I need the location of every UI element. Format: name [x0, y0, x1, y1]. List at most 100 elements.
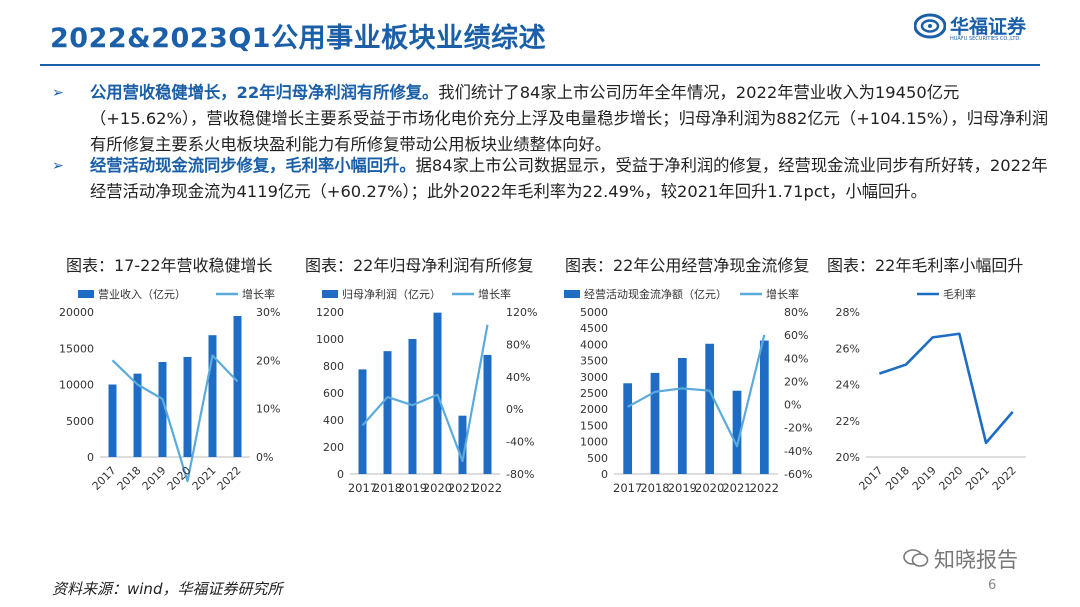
bar — [158, 362, 167, 457]
y-tick-label: 26% — [836, 342, 860, 355]
x-tick-label: 2021 — [963, 464, 992, 493]
x-tick-label: 2019 — [668, 481, 697, 495]
y2-tick-label: 0% — [256, 451, 273, 464]
y-tick-label: 1200 — [316, 306, 344, 319]
y2-tick-label: 10% — [256, 403, 280, 416]
y-tick-label: 200 — [323, 441, 344, 454]
chart-cashflow: 经营活动现金流净额（亿元） 增长率 0 500 1000 1500 2000 2500 3000… — [562, 282, 832, 504]
y-tick-label: 0 — [601, 468, 608, 481]
y2-tick-label: -60% — [784, 468, 812, 481]
bullet-body: 我们统计了84家上市公司历年全年情况，2022年营业收入为19450亿元（+15… — [90, 83, 1049, 154]
y-tick-label: 20% — [836, 451, 860, 464]
y-tick-label: 800 — [323, 360, 344, 373]
bar — [133, 373, 142, 457]
bullet-highlight: 经营活动现金流同步修复，毛利率小幅回升。 — [90, 156, 416, 175]
source-note: 资料来源：wind，华福证券研究所 — [52, 580, 283, 598]
chart-caption-revenue: 图表：17-22年营收稳健增长 — [66, 256, 273, 275]
legend-label: 增长率 — [478, 287, 511, 301]
y-tick-label: 0 — [87, 451, 94, 464]
bullet-body: 据84家上市公司数据显示，受益于净利润的修复，经营现金流业同步有所好转，2022… — [90, 156, 1048, 201]
y2-tick-label: 20% — [256, 354, 280, 367]
logo-text-en: HUAFU SECURITIES CO.,LTD. — [950, 36, 1021, 42]
x-tick-label: 2020 — [936, 464, 965, 493]
y2-tick-label: -40% — [784, 445, 812, 458]
x-tick-label: 2017 — [348, 481, 377, 495]
chart-revenue: 营业收入（亿元） 增长率 0 5000 10000 15000 20000 0% 10% 20% 3… — [48, 282, 318, 504]
page-title: 2022&2023Q1公用事业板块业绩综述 — [50, 23, 547, 54]
bar — [208, 335, 217, 457]
legend-label: 增长率 — [766, 287, 799, 301]
x-tick-label: 2022 — [473, 481, 502, 495]
y-tick-label: 1000 — [580, 436, 608, 449]
bar — [458, 415, 467, 474]
bullet-text: 公用营收稳健增长，22年归母净利润有所修复。我们统计了84家上市公司历年全年情况… — [90, 80, 1050, 158]
series-line — [111, 354, 239, 483]
y-tick-label: 1500 — [580, 419, 608, 432]
x-tick-label: 2020 — [423, 481, 452, 495]
wechat-icon — [903, 549, 929, 567]
y-tick-label: 10000 — [59, 379, 94, 392]
bullet-arrow-icon: ➢ — [52, 158, 64, 174]
y-tick-label: 20000 — [59, 306, 94, 319]
chart-net-profit-svg: 归母净利润（亿元） 增长率 0 200 400 600 800 1000 1200 -80% -40… — [316, 287, 537, 495]
bullet-cashflow: ➢ 经营活动现金流同步修复，毛利率小幅回升。据84家上市公司数据显示，受益于净利… — [52, 153, 1048, 233]
y-tick-label: 15000 — [59, 342, 94, 355]
y-tick-label: 3500 — [580, 355, 608, 368]
x-tick-label: 2017 — [856, 464, 885, 493]
x-tick-label: 2017 — [90, 464, 119, 493]
x-tick-label: 2019 — [910, 464, 939, 493]
y-tick-label: 22% — [836, 415, 860, 428]
legend-label: 经营活动现金流净额（亿元） — [584, 287, 727, 301]
series-line — [361, 324, 489, 463]
y-tick-label: 5000 — [580, 306, 608, 319]
x-tick-label: 2020 — [695, 481, 724, 495]
x-tick-label: 2019 — [398, 481, 427, 495]
chart-cashflow-svg: 经营活动现金流净额（亿元） 增长率 0 500 1000 1500 2000 2500 3000… — [564, 287, 812, 495]
bar — [183, 356, 192, 457]
chart-caption-cashflow: 图表：22年公用经营净现金流修复 — [565, 256, 810, 275]
x-tick-label: 2022 — [215, 464, 244, 493]
y-tick-label: 500 — [587, 452, 608, 465]
y2-tick-label: -20% — [784, 422, 812, 435]
y-tick-label: 4000 — [580, 338, 608, 351]
x-tick-label: 2018 — [115, 464, 144, 493]
legend-bar-swatch — [564, 290, 580, 298]
legend-label: 归母净利润（亿元） — [342, 287, 441, 301]
y-tick-label: 400 — [323, 414, 344, 427]
x-tick-label: 2017 — [613, 481, 642, 495]
y2-tick-label: 0% — [506, 403, 523, 416]
x-tick-label: 2022 — [750, 481, 779, 495]
bullet-text: 经营活动现金流同步修复，毛利率小幅回升。据84家上市公司数据显示，受益于净利润的… — [90, 153, 1050, 205]
legend-label: 毛利率 — [943, 287, 976, 301]
watermark-text: 知晓报告 — [934, 548, 1018, 572]
brand-logo: 华福证券 HUAFU SECURITIES CO.,LTD. — [913, 10, 1054, 46]
bar — [233, 315, 242, 457]
bar — [759, 340, 769, 474]
bullet-arrow-icon: ➢ — [52, 85, 64, 101]
chart-caption-net-profit: 图表：22年归母净利润有所修复 — [305, 256, 534, 275]
series-line — [627, 334, 766, 448]
bar — [358, 369, 367, 474]
bar — [650, 372, 660, 474]
y2-tick-label: 120% — [506, 306, 537, 319]
y-tick-label: 5000 — [66, 415, 94, 428]
chart-revenue-svg: 营业收入（亿元） 增长率 0 5000 10000 15000 20000 0% 10% 20% 3… — [59, 287, 280, 493]
bar — [623, 383, 633, 474]
y2-tick-label: 20% — [784, 375, 808, 388]
legend-bar-swatch — [322, 290, 338, 298]
bullet-revenue: ➢ 公用营收稳健增长，22年归母净利润有所修复。我们统计了84家上市公司历年全年… — [52, 80, 1048, 160]
y2-tick-label: -80% — [506, 468, 534, 481]
bullet-highlight: 公用营收稳健增长，22年归母净利润有所修复。 — [90, 83, 439, 102]
x-tick-label: 2021 — [722, 481, 751, 495]
y-tick-label: 1000 — [316, 333, 344, 346]
y2-tick-label: 80% — [784, 306, 808, 319]
x-tick-label: 2018 — [373, 481, 402, 495]
y-tick-label: 28% — [836, 306, 860, 319]
x-tick-label: 2018 — [883, 464, 912, 493]
bar — [408, 339, 417, 474]
x-tick-label: 2022 — [990, 464, 1019, 493]
legend-bar-swatch — [78, 290, 94, 298]
y-tick-label: 2500 — [580, 387, 608, 400]
bar — [732, 390, 742, 474]
y-tick-label: 0 — [337, 468, 344, 481]
